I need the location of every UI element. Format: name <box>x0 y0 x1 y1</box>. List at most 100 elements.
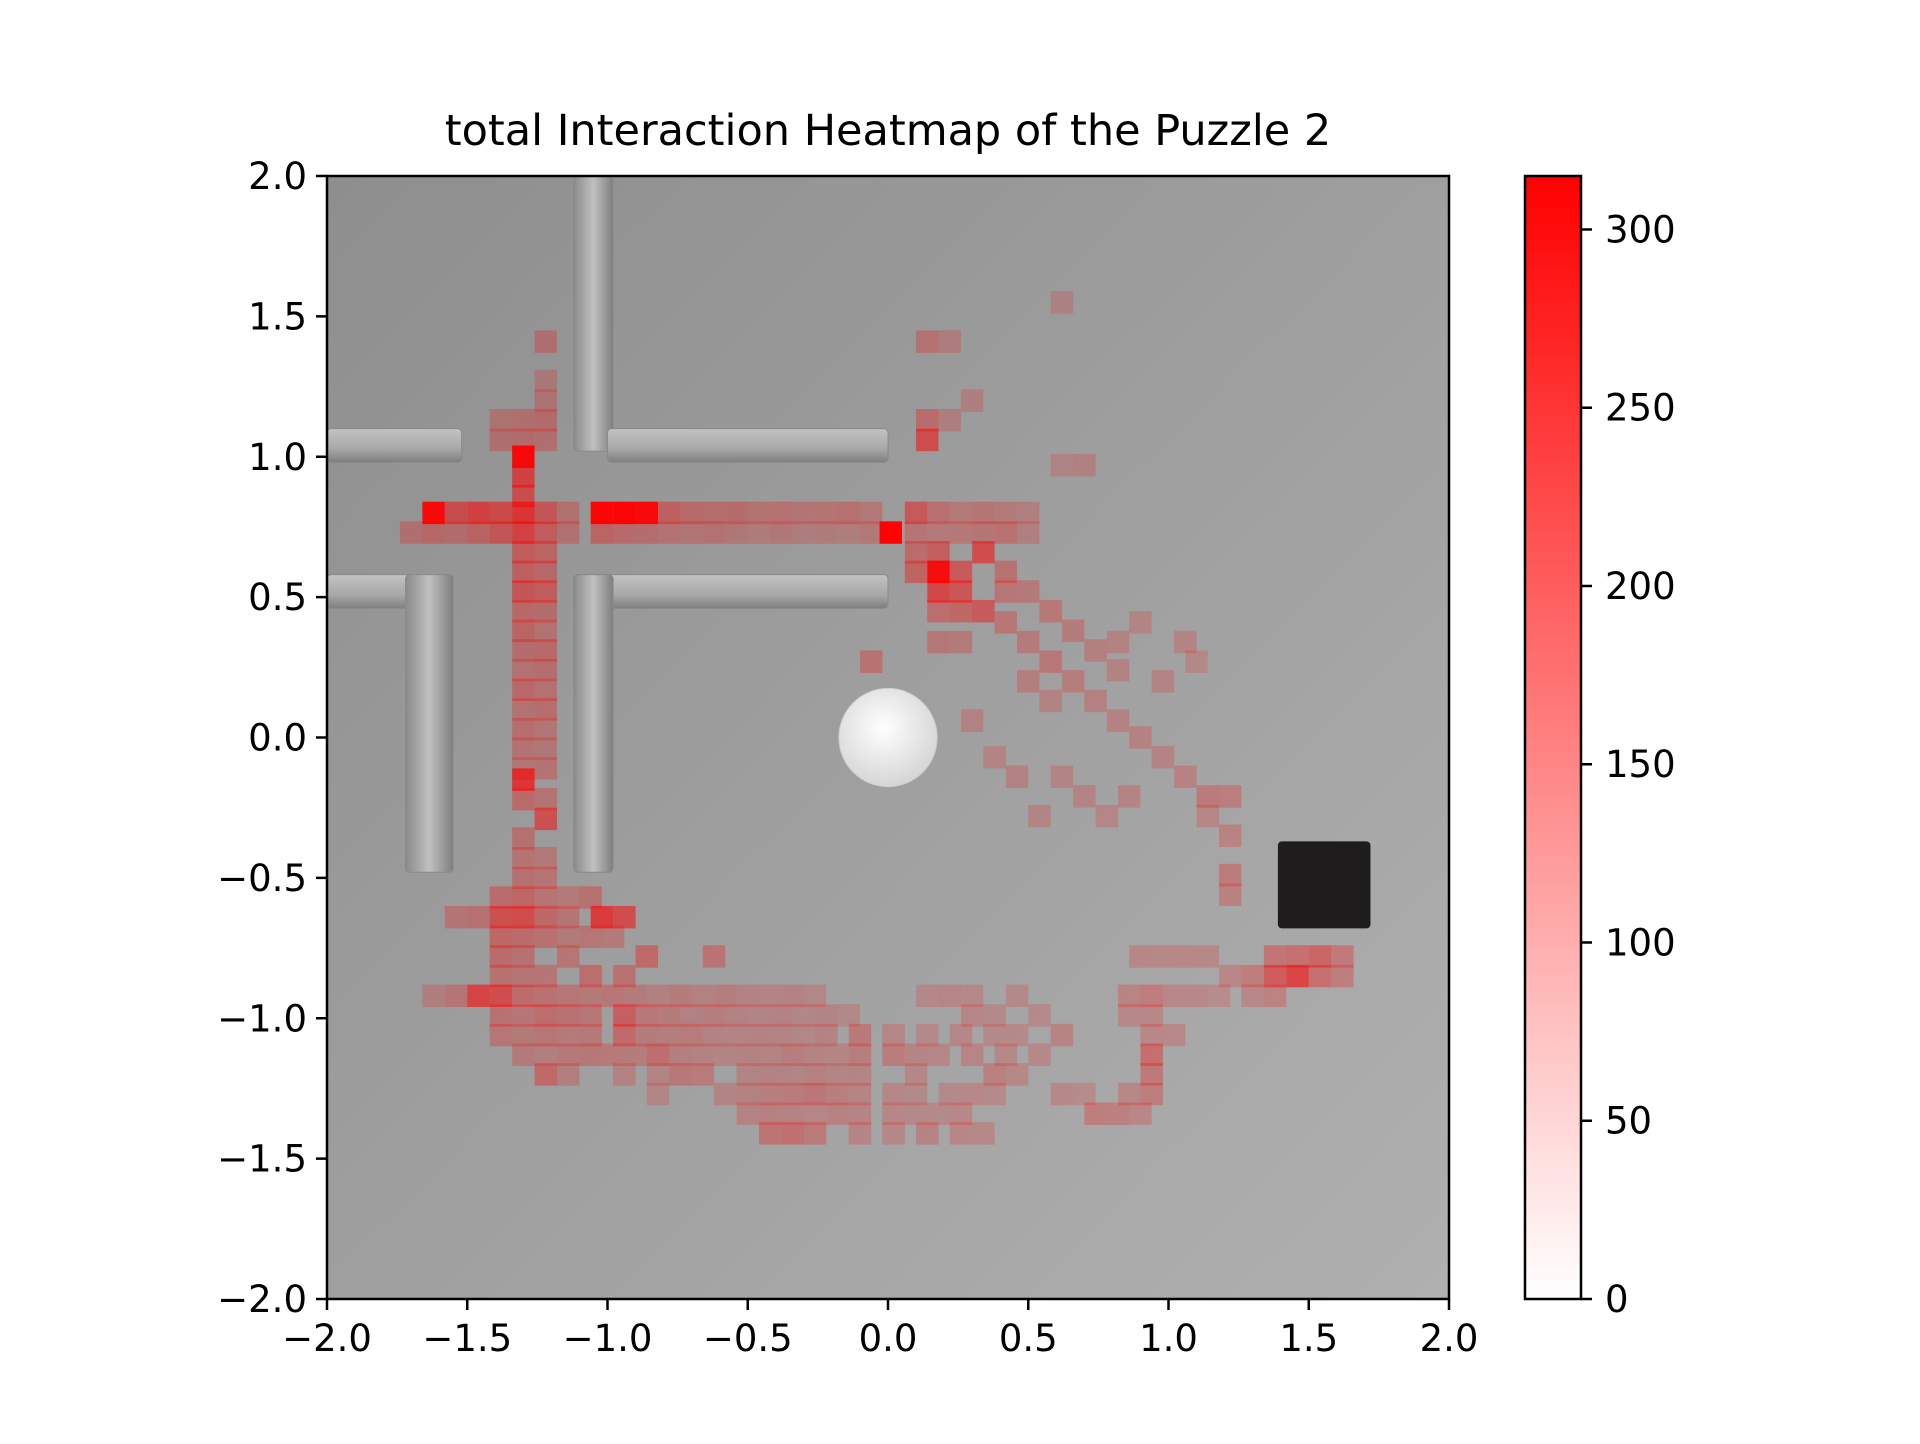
heat-cell <box>534 964 558 988</box>
heat-cell <box>1050 453 1074 477</box>
heat-cell <box>960 1043 984 1066</box>
heat-cell <box>949 1102 973 1125</box>
heat-cell <box>467 521 490 544</box>
heat-cell <box>1185 650 1208 673</box>
heat-cell <box>736 984 759 1008</box>
heat-cell <box>792 501 816 525</box>
heat-cell <box>725 1023 748 1047</box>
heat-cell <box>949 599 973 623</box>
heat-cell <box>489 1023 513 1047</box>
heat-cell <box>1095 804 1119 828</box>
heat-cell <box>512 964 535 988</box>
heat-cell <box>815 1023 838 1047</box>
heat-cell <box>534 560 558 584</box>
heat-cell <box>512 886 535 909</box>
x-tick-label: 0.5 <box>999 1317 1058 1360</box>
heat-cell <box>1263 964 1287 988</box>
heat-cell <box>635 945 658 968</box>
heat-cell <box>747 521 771 544</box>
heat-cell <box>557 1063 580 1086</box>
heat-cell <box>781 1063 804 1086</box>
heat-cell <box>1140 984 1163 1008</box>
heat-cell <box>1162 984 1186 1008</box>
heat-cell <box>534 807 558 831</box>
heat-cell <box>972 599 995 623</box>
heat-cell <box>938 409 961 432</box>
heat-cell <box>1263 945 1287 968</box>
heat-cell <box>422 984 445 1008</box>
heat-cell <box>848 1102 872 1125</box>
heat-cell <box>916 330 939 353</box>
heat-cell <box>512 678 535 702</box>
heat-cell <box>758 1122 782 1145</box>
heat-cell <box>534 330 558 353</box>
heat-cell <box>758 1102 782 1125</box>
heat-cell <box>1017 630 1040 654</box>
heat-cell <box>781 984 804 1008</box>
heat-cell <box>512 905 535 929</box>
heat-cell <box>1174 630 1197 654</box>
heat-cell <box>972 1122 995 1145</box>
heat-cell <box>399 521 423 544</box>
heat-cell <box>1017 580 1040 603</box>
heat-cell <box>534 389 558 412</box>
heat-cell <box>848 1122 872 1145</box>
heat-cell <box>512 1004 535 1027</box>
heat-cell <box>512 619 535 643</box>
heat-cell <box>613 1004 636 1027</box>
heat-cell <box>691 984 715 1008</box>
heat-cell <box>1331 964 1354 988</box>
heat-cell <box>489 925 513 949</box>
heat-cell <box>657 1023 681 1047</box>
x-tick-label: 0.0 <box>859 1317 918 1360</box>
y-tick-label: −0.5 <box>217 857 307 900</box>
heat-cell <box>916 409 939 432</box>
heat-cell <box>579 984 602 1008</box>
heat-cell <box>534 501 558 525</box>
heat-cell <box>489 984 513 1008</box>
x-tick-label: −1.0 <box>563 1317 653 1360</box>
heat-cell <box>758 1082 782 1106</box>
heat-cell <box>803 1122 827 1145</box>
heat-cell <box>960 1082 984 1106</box>
heat-cell <box>534 905 558 929</box>
heat-cell <box>512 599 535 623</box>
heat-cell <box>702 945 726 968</box>
y-tick-label: −1.0 <box>217 997 307 1040</box>
heat-cell <box>826 1082 849 1106</box>
heat-cell <box>512 698 535 721</box>
heat-cell <box>691 1063 715 1086</box>
heat-cell <box>994 501 1018 525</box>
heat-cell <box>1151 745 1175 769</box>
heat-cell <box>702 1004 726 1027</box>
heat-cell <box>803 1102 827 1125</box>
heat-cell <box>467 984 490 1008</box>
scene-objects <box>327 176 1371 929</box>
heat-cell <box>1140 1004 1163 1027</box>
ball <box>838 687 938 788</box>
heat-cell <box>1140 1082 1163 1106</box>
heat-cell <box>949 630 973 654</box>
heat-cell <box>534 428 558 452</box>
heat-cell <box>1005 1023 1029 1047</box>
heat-cell <box>960 709 984 732</box>
heat-cell <box>512 484 535 508</box>
heat-cell <box>1218 785 1242 808</box>
x-axis: −2.0 −1.5 −1.0 −0.5 0.0 0.5 1.0 1.5 2.0 <box>282 1299 1478 1360</box>
heat-cell <box>557 925 580 949</box>
heat-cell <box>557 905 580 929</box>
heat-cell <box>1286 945 1309 968</box>
heat-cell <box>803 1063 827 1086</box>
heat-cell <box>1140 1043 1163 1066</box>
heat-cell <box>837 1004 860 1027</box>
heat-cell <box>770 1023 793 1047</box>
heat-cell <box>512 560 535 584</box>
heat-cell <box>557 945 580 968</box>
heat-cell <box>781 1122 804 1145</box>
heat-cell <box>1084 639 1107 662</box>
chart-title: total Interaction Heatmap of the Puzzle … <box>445 106 1332 156</box>
heat-cell <box>512 445 535 468</box>
heat-cell <box>1196 804 1219 828</box>
heat-cell <box>444 984 468 1008</box>
heat-cell <box>512 866 535 890</box>
